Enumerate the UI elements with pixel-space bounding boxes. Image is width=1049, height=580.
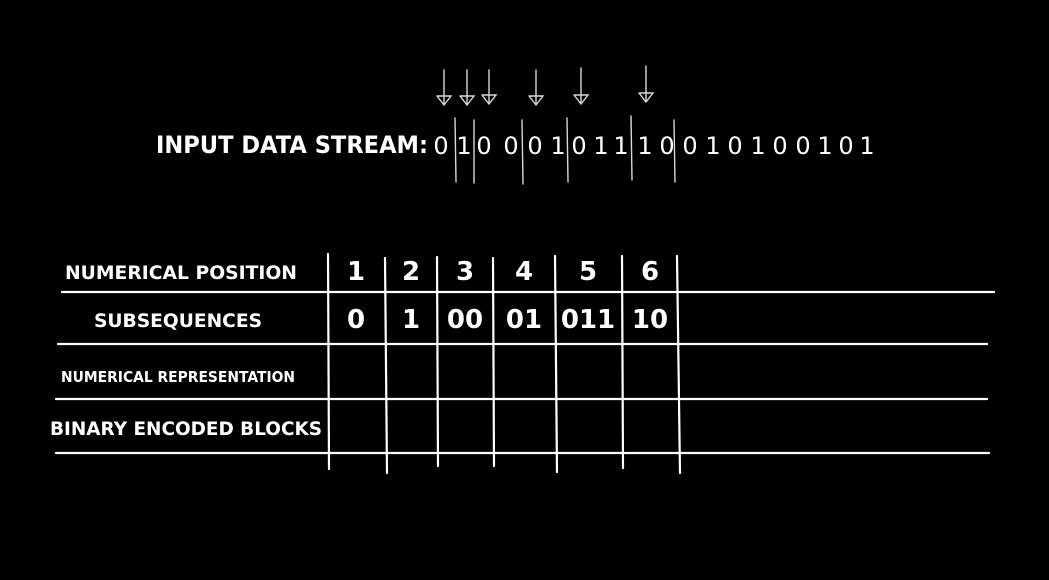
table-horizontal-lines: [54, 290, 996, 455]
arrow-down-icon: [459, 69, 476, 107]
stream-bit: 0: [795, 132, 810, 160]
stream-bit: 1: [613, 132, 628, 160]
position-cell: 5: [579, 257, 597, 287]
subsequence-cell: 1: [402, 305, 420, 335]
subsequence-cell: 011: [561, 305, 615, 335]
stream-bit: 1: [593, 132, 608, 160]
stream-bit: 0: [527, 132, 542, 160]
position-cell: 4: [515, 257, 533, 287]
stream-bit: 1: [550, 132, 565, 160]
subsequence-cell: 10: [632, 305, 668, 335]
position-cell: 1: [347, 257, 365, 287]
arrow-down-icon: [638, 65, 655, 104]
stream-bit: 1: [859, 132, 874, 160]
parse-separators: [454, 115, 676, 185]
stream-bit: 1: [817, 132, 832, 160]
stream-bit: 0: [838, 132, 853, 160]
row-label-subsequences: SUBSEQUENCES: [94, 310, 262, 332]
stream-bit: 1: [705, 132, 720, 160]
arrow-down-icon: [481, 69, 498, 106]
separator-line: [673, 119, 676, 183]
table-vertical-lines: [326, 252, 682, 475]
input-stream-label: INPUT DATA STREAM:: [156, 131, 428, 159]
arrow-down-icon: [528, 69, 545, 107]
position-cell: 6: [641, 257, 659, 287]
parse-arrows: [436, 65, 655, 107]
stream-bit: 0: [772, 132, 787, 160]
position-cell: 2: [402, 257, 420, 287]
subsequence-cell: 01: [506, 305, 542, 335]
separator-line: [454, 117, 457, 183]
separator-line: [566, 117, 569, 183]
separator-line: [521, 119, 524, 185]
stream-bit: 0: [503, 132, 518, 160]
row-label-numerical-representation: NUMERICAL REPRESENTATION: [61, 368, 295, 386]
stream-bit: 1: [456, 132, 471, 160]
stream-bit: 0: [727, 132, 742, 160]
table-cells: 1 2 3 4 5 60 1 00 01 011 10: [347, 257, 668, 335]
arrow-down-icon: [436, 69, 453, 107]
stream-bit: 0: [571, 132, 586, 160]
stream-bit: 0: [659, 132, 674, 160]
position-cell: 3: [456, 257, 474, 287]
subsequence-cell: 00: [447, 305, 483, 335]
stream-bit: 1: [637, 132, 652, 160]
row-label-binary-encoded-blocks: BINARY ENCODED BLOCKS: [50, 418, 322, 440]
stream-bit: 0: [433, 132, 448, 160]
stream-bit: 0: [476, 132, 491, 160]
stream-bit: 0: [682, 132, 697, 160]
arrow-down-icon: [573, 67, 590, 106]
row-label-numerical-position: NUMERICAL POSITION: [65, 262, 297, 284]
separator-line: [630, 115, 633, 181]
subsequence-cell: 0: [347, 305, 365, 335]
stream-bit: 1: [750, 132, 765, 160]
